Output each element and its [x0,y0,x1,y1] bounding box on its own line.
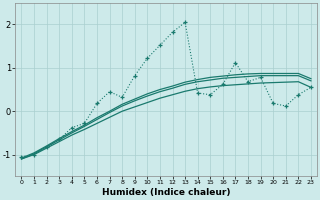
X-axis label: Humidex (Indice chaleur): Humidex (Indice chaleur) [102,188,230,197]
